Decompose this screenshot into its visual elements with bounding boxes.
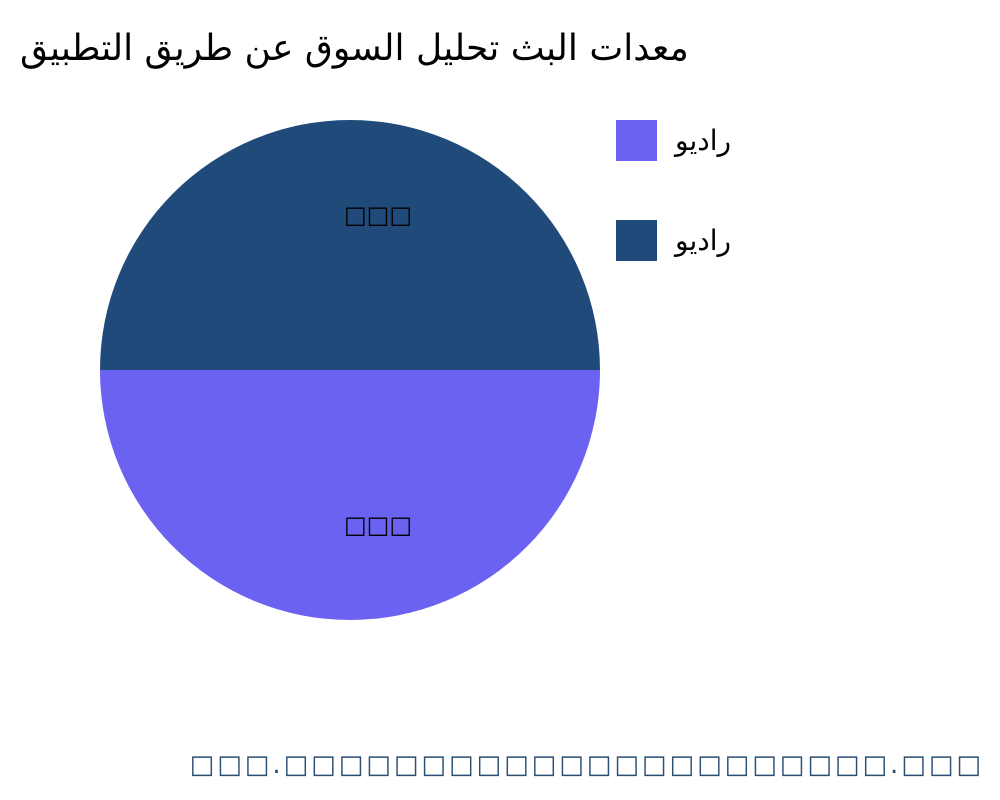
legend-swatch xyxy=(616,120,657,161)
chart-title: معدات البث تحليل السوق عن طريق التطبيق xyxy=(20,28,689,69)
legend-label: راديو xyxy=(675,224,732,257)
footer-watermark: □□□.□□□□□□□□□□□□□□□□□□□□□□.□□□ xyxy=(189,750,984,780)
pie-slice xyxy=(100,370,600,620)
legend-label: راديو xyxy=(675,124,732,157)
legend-swatch xyxy=(616,220,657,261)
slice-data-label: □□□ xyxy=(344,201,412,229)
pie-slice xyxy=(100,120,600,370)
legend-item: راديو xyxy=(616,220,731,261)
slice-data-label: □□□ xyxy=(344,511,412,539)
legend-item: راديو xyxy=(616,120,731,161)
